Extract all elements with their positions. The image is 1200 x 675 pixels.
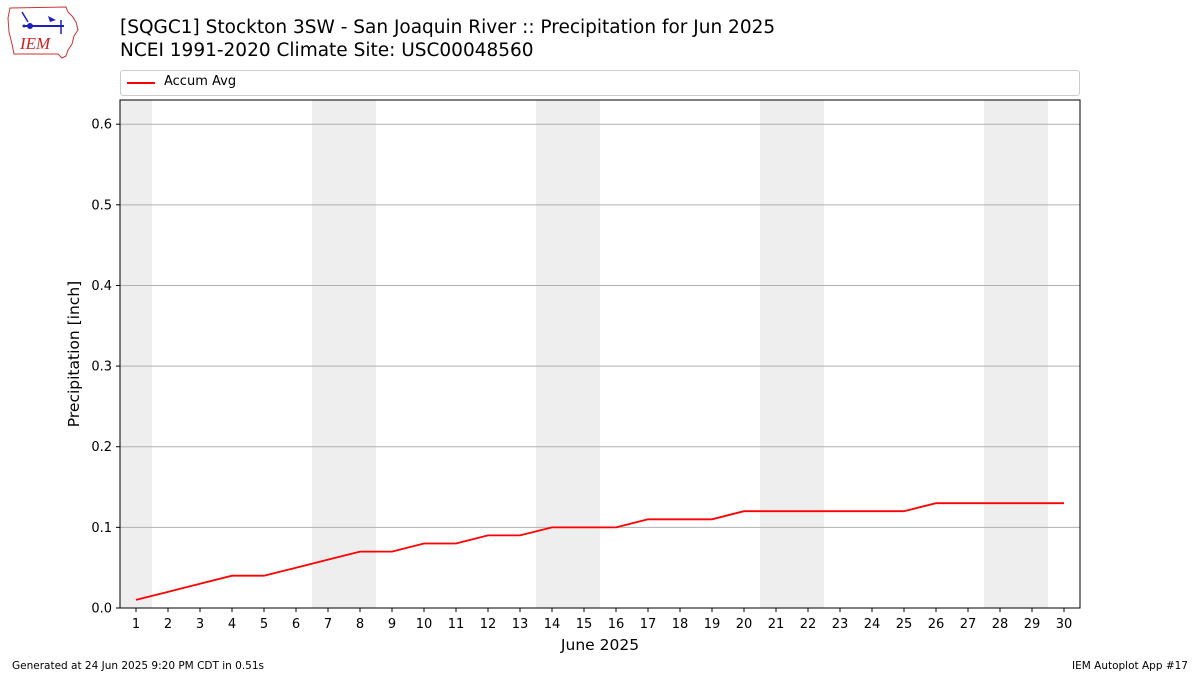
weekend-band-0 bbox=[120, 100, 152, 608]
x-axis-label: June 2025 bbox=[560, 636, 639, 654]
y-axis-label: Precipitation [inch] bbox=[65, 281, 83, 427]
x-tick-label-6: 6 bbox=[292, 617, 300, 632]
weekend-band-1 bbox=[312, 100, 376, 608]
x-tick-label-3: 3 bbox=[196, 617, 204, 632]
x-tick-label-7: 7 bbox=[324, 617, 332, 632]
weekend-band-3 bbox=[760, 100, 824, 608]
y-tick-label-2: 0.2 bbox=[91, 440, 112, 455]
y-tick-label-4: 0.4 bbox=[91, 279, 112, 294]
y-tick-label-0: 0.0 bbox=[91, 602, 112, 617]
x-tick-label-8: 8 bbox=[356, 617, 364, 632]
x-tick-label-19: 19 bbox=[704, 617, 721, 632]
x-tick-label-1: 1 bbox=[132, 617, 140, 632]
series-line-accum-avg bbox=[135, 502, 1064, 601]
plot-frame bbox=[119, 99, 1081, 609]
x-tick-label-30: 30 bbox=[1056, 617, 1073, 632]
x-tick-label-28: 28 bbox=[992, 617, 1009, 632]
legend: Accum Avg bbox=[120, 70, 1080, 96]
x-tick-label-15: 15 bbox=[576, 617, 593, 632]
weekend-band-2 bbox=[536, 100, 600, 608]
x-tick-label-26: 26 bbox=[928, 617, 945, 632]
x-tick-label-22: 22 bbox=[800, 617, 817, 632]
x-tick-label-16: 16 bbox=[608, 617, 625, 632]
x-tick-label-9: 9 bbox=[388, 617, 396, 632]
chart-subtitle: NCEI 1991-2020 Climate Site: USC00048560 bbox=[120, 40, 534, 61]
chart-title: [SQGC1] Stockton 3SW - San Joaquin River… bbox=[120, 17, 776, 38]
y-tick-label-1: 0.1 bbox=[91, 521, 112, 536]
legend-label-accum-avg: Accum Avg bbox=[164, 74, 237, 89]
iem-logo: IEM bbox=[7, 6, 79, 59]
y-tick-label-6: 0.6 bbox=[91, 118, 112, 133]
x-tick-label-4: 4 bbox=[228, 617, 236, 632]
x-tick-label-10: 10 bbox=[416, 617, 433, 632]
x-tick-label-25: 25 bbox=[896, 617, 913, 632]
generated-timestamp: Generated at 24 Jun 2025 9:20 PM CDT in … bbox=[12, 660, 265, 672]
x-tick-label-12: 12 bbox=[480, 617, 497, 632]
y-tick-label-3: 0.3 bbox=[91, 360, 112, 375]
legend-swatch-accum-avg bbox=[127, 82, 155, 84]
y-tick-label-5: 0.5 bbox=[91, 198, 112, 213]
x-tick-label-18: 18 bbox=[672, 617, 689, 632]
x-tick-label-21: 21 bbox=[768, 617, 785, 632]
logo-text: IEM bbox=[19, 34, 51, 53]
x-tick-label-29: 29 bbox=[1024, 617, 1041, 632]
app-label: IEM Autoplot App #17 bbox=[1072, 660, 1188, 672]
weekend-band-4 bbox=[984, 100, 1048, 608]
x-tick-label-17: 17 bbox=[640, 617, 657, 632]
x-tick-label-5: 5 bbox=[260, 617, 268, 632]
x-tick-label-20: 20 bbox=[736, 617, 753, 632]
x-tick-label-14: 14 bbox=[544, 617, 561, 632]
x-tick-label-2: 2 bbox=[164, 617, 172, 632]
x-tick-label-27: 27 bbox=[960, 617, 977, 632]
x-tick-label-24: 24 bbox=[864, 617, 881, 632]
x-tick-label-23: 23 bbox=[832, 617, 849, 632]
x-tick-label-11: 11 bbox=[448, 617, 465, 632]
x-tick-label-13: 13 bbox=[512, 617, 529, 632]
